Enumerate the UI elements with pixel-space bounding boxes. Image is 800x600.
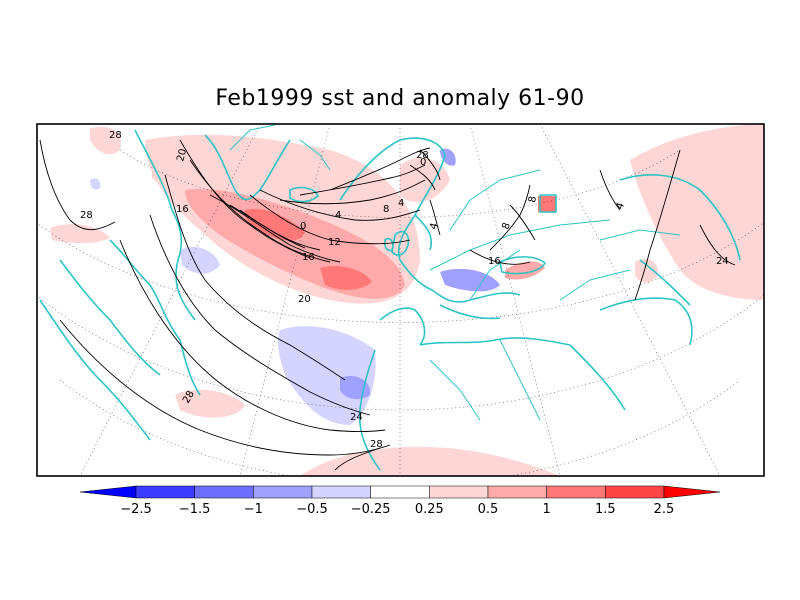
contour-label: 28 [80, 210, 93, 221]
colorbar-segment [194, 485, 254, 499]
negative-anomaly-regions [90, 148, 500, 425]
colorbar-tick-label: −0.5 [296, 502, 328, 517]
contour-label: 28 [370, 439, 383, 450]
graticule [37, 124, 764, 476]
contour-label: 4 [335, 210, 341, 221]
contour-label: 24 [350, 412, 363, 423]
contour-label: 4 [398, 198, 404, 209]
contour-label: 20 [298, 294, 311, 305]
colorbar-tick-label: 2.5 [654, 502, 675, 517]
map-border [36, 123, 765, 477]
positive-anomaly-regions [50, 124, 764, 476]
map-title: Feb1999 sst and anomaly 61-90 [215, 86, 585, 111]
colorbar-segment [311, 485, 371, 499]
anomaly-greenland-sea [150, 146, 195, 185]
colorbar-segment [429, 485, 489, 499]
anomaly-east-asia [630, 124, 764, 300]
contour-label: 8 [500, 221, 513, 231]
anomaly-high-azores [320, 265, 372, 290]
contour-labels: 28 20 28 0 4 8 12 16 20 24 28 28 16 8 0 … [80, 130, 729, 450]
anomaly-arabian [635, 258, 659, 283]
contour-label: 8 [383, 204, 389, 215]
colorbar-tick-label: −0.25 [351, 502, 391, 517]
anomaly-neg-mediterranean [440, 268, 500, 292]
anomaly-north-pacific-edge [90, 126, 121, 155]
anomaly-black-sea [505, 261, 545, 280]
contour-label: 16 [176, 204, 189, 215]
anomaly-high-north-atlantic [244, 208, 305, 241]
colorbar-max-arrow [663, 485, 721, 499]
anomaly-neg-labrador-dot [90, 178, 101, 190]
contour-label: 12 [328, 237, 341, 248]
colorbar-tick-label: 1.5 [595, 502, 616, 517]
anomaly-south-band [300, 446, 560, 476]
anomaly-neg-canary [277, 326, 376, 425]
colorbar: −2.5 −1.5 −1 −0.5 −0.25 0.25 0.5 1 1.5 2.5 [79, 485, 721, 517]
colorbar-segment [370, 485, 430, 499]
contour-label: 28 [109, 130, 122, 141]
contour-label: 28 [416, 150, 429, 161]
colorbar-segment [605, 485, 665, 499]
contour-label: 16 [488, 256, 501, 267]
colorbar-tick-label: 0.5 [478, 502, 499, 517]
anomaly-neg-newfoundland [180, 246, 220, 274]
contour-label: 4 [614, 201, 627, 211]
coastlines [39, 124, 741, 471]
sst-contours [39, 139, 736, 471]
map-area: 28 20 28 0 4 8 12 16 20 24 28 28 16 8 0 … [37, 124, 764, 476]
contour-label: 24 [716, 256, 729, 267]
colorbar-tick-label: 0.25 [415, 502, 444, 517]
contour-label: 20 [175, 148, 189, 163]
anomaly-west-tropics [175, 389, 245, 418]
anomaly-caspian [538, 196, 556, 212]
anomaly-west-atlantic [50, 224, 110, 244]
colorbar-tick-label: −1.5 [179, 502, 211, 517]
colorbar-min-arrow [79, 485, 137, 499]
contour-label: 0 [300, 221, 306, 232]
contour-label: 8 [527, 195, 539, 203]
contour-label: 4 [428, 222, 440, 231]
colorbar-tick-label: −1 [244, 502, 263, 517]
colorbar-tick-label: 1 [543, 502, 551, 517]
colorbar-segment [546, 485, 606, 499]
colorbar-segment [487, 485, 547, 499]
colorbar-segment [253, 485, 313, 499]
contour-label: 16 [302, 252, 315, 263]
contour-label: 0 [420, 157, 426, 168]
colorbar-tick-label: −2.5 [120, 502, 152, 517]
colorbar-segment [135, 485, 195, 499]
